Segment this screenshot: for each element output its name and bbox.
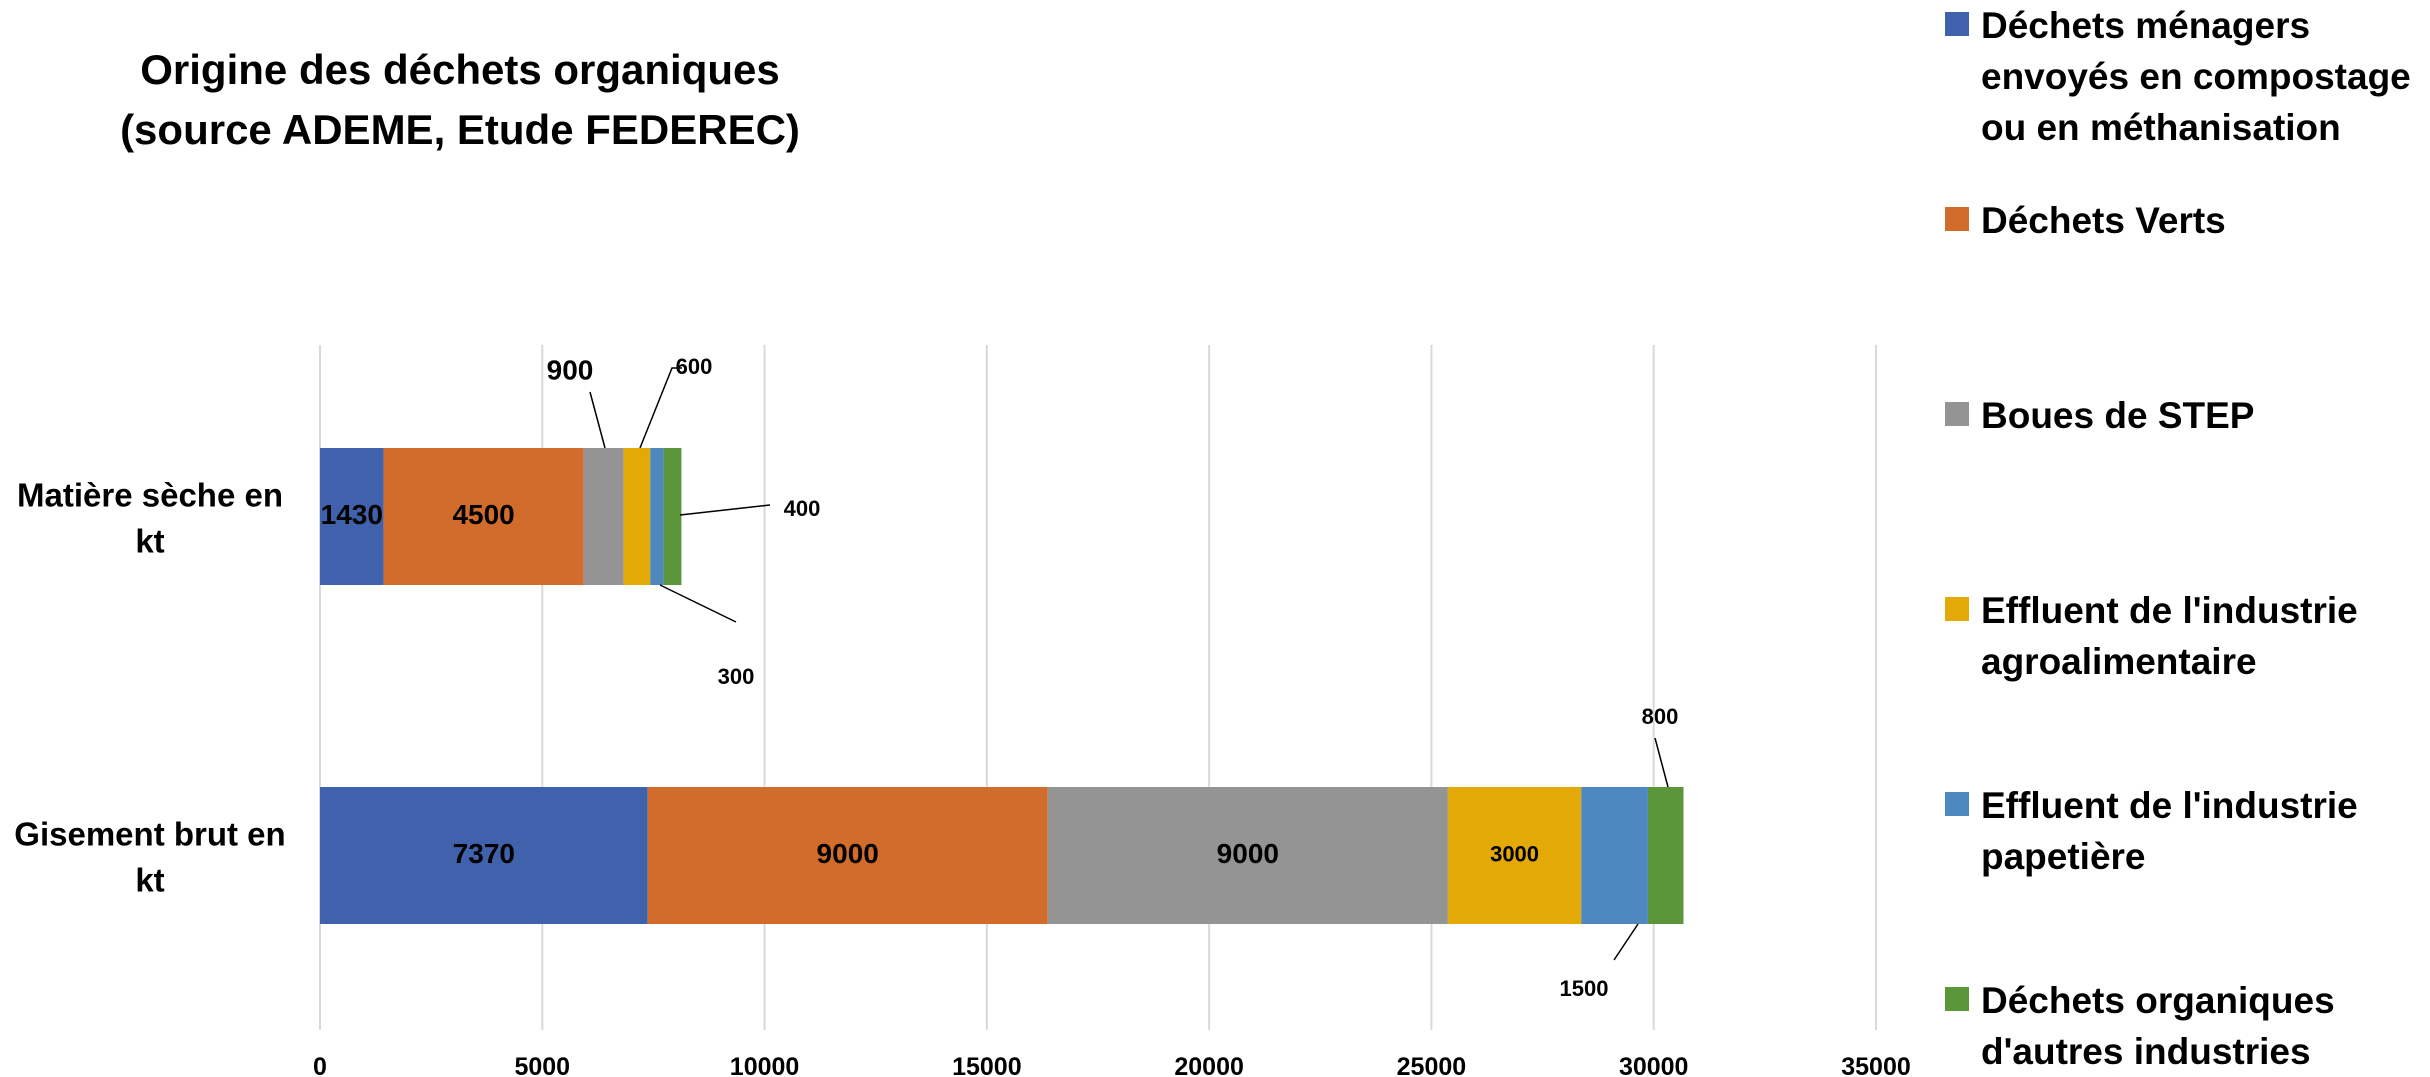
- bar-segment: [650, 448, 664, 585]
- data-label-leader-line: [639, 367, 682, 449]
- bar-segment: [1447, 787, 1582, 924]
- x-tick-label: 0: [313, 1053, 327, 1077]
- legend-item: Boues de STEP: [1945, 390, 2421, 441]
- data-label: 7370: [453, 838, 515, 869]
- data-label: 300: [718, 664, 755, 689]
- legend-label: Déchets Verts: [1981, 200, 2226, 241]
- data-label: 3000: [1490, 841, 1539, 866]
- category-label: Matière sèche en: [17, 477, 283, 514]
- category-label: kt: [135, 862, 164, 899]
- data-label: 600: [676, 354, 713, 379]
- bar-segment: [623, 448, 651, 585]
- legend-swatch: [1945, 792, 1969, 816]
- legend-item: Effluent de l'industrie papetière: [1945, 780, 2421, 882]
- legend-swatch: [1945, 987, 1969, 1011]
- legend-swatch: [1945, 597, 1969, 621]
- legend-label: Effluent de l'industrie papetière: [1981, 785, 2358, 877]
- legend-swatch: [1945, 207, 1969, 231]
- bar-segment: [320, 787, 648, 924]
- chart-title-line-1: Origine des déchets organiques: [140, 46, 780, 93]
- data-label: 400: [784, 496, 821, 521]
- data-label: 800: [1642, 704, 1679, 729]
- bar-segment: [663, 448, 682, 585]
- x-tick-label: 5000: [514, 1053, 570, 1077]
- x-tick-label: 15000: [952, 1053, 1022, 1077]
- bar-segment: [1647, 787, 1684, 924]
- data-label: 4500: [452, 499, 514, 530]
- data-label: 9000: [817, 838, 879, 869]
- data-label: 1500: [1560, 976, 1609, 1001]
- data-label-leader-line: [1613, 923, 1639, 961]
- legend-label: Effluent de l'industrie agroalimentaire: [1981, 590, 2358, 682]
- legend-swatch: [1945, 12, 1969, 36]
- x-tick-label: 35000: [1841, 1053, 1911, 1077]
- legend-item: Déchets organiques d'autres industries: [1945, 975, 2421, 1077]
- chart-title: Origine des déchets organiques (source A…: [60, 40, 860, 160]
- x-tick-label: 30000: [1619, 1053, 1689, 1077]
- data-label: 9000: [1217, 838, 1279, 869]
- category-label: Gisement brut en: [14, 816, 285, 853]
- legend-label: Déchets organiques d'autres industries: [1981, 980, 2335, 1072]
- category-label: kt: [135, 523, 164, 560]
- legend-item: Déchets ménagers envoyés en compostage o…: [1945, 0, 2421, 153]
- x-tick-label: 20000: [1174, 1053, 1244, 1077]
- data-label: 900: [547, 354, 594, 385]
- legend-item: Effluent de l'industrie agroalimentaire: [1945, 585, 2421, 687]
- chart-title-line-2: (source ADEME, Etude FEDEREC): [120, 106, 800, 153]
- bar-segment: [1047, 787, 1448, 924]
- legend-label: Boues de STEP: [1981, 395, 2255, 436]
- data-label: 1430: [321, 499, 383, 530]
- data-label-leader-line: [659, 584, 737, 623]
- bar-segment: [583, 448, 624, 585]
- legend-label: Déchets ménagers envoyés en compostage o…: [1981, 5, 2411, 148]
- data-label-leader-line: [1654, 737, 1669, 788]
- data-label-leader-line: [679, 504, 771, 516]
- data-label-leader-line: [589, 391, 606, 449]
- bar-segment: [647, 787, 1048, 924]
- x-tick-label: 25000: [1397, 1053, 1467, 1077]
- bar-segment: [320, 448, 384, 585]
- bar-segment: [1581, 787, 1648, 924]
- legend-item: Déchets Verts: [1945, 195, 2421, 246]
- bar-segment: [383, 448, 584, 585]
- legend-swatch: [1945, 402, 1969, 426]
- x-tick-label: 10000: [730, 1053, 800, 1077]
